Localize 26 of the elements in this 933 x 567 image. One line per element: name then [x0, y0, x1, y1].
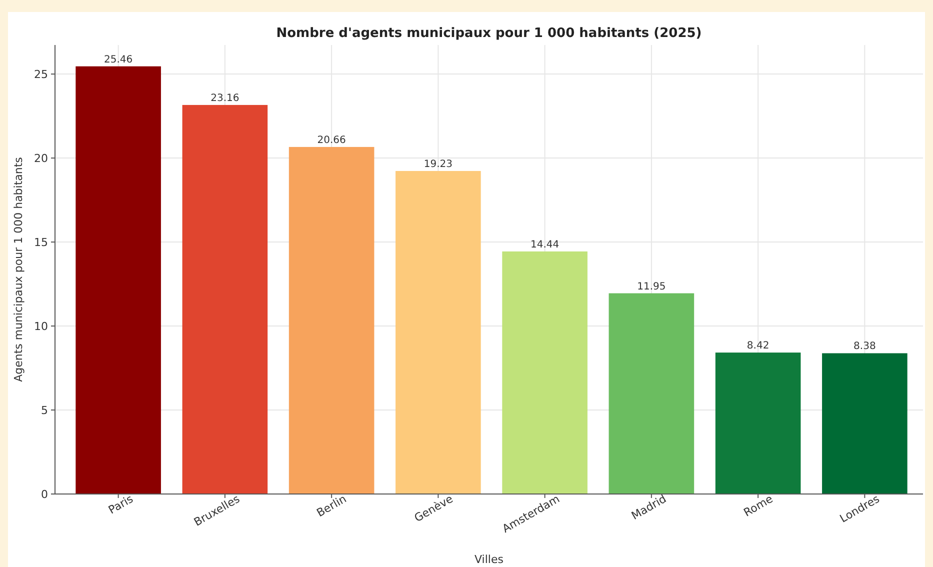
y-tick-label: 25 [34, 68, 48, 81]
bar [76, 66, 161, 494]
x-axis-title: Villes [474, 553, 504, 566]
data-label: 25.46 [104, 54, 133, 66]
data-label: 11.95 [637, 281, 666, 292]
bar [288, 146, 374, 494]
data-label: 8.38 [854, 341, 876, 352]
bar [502, 251, 588, 494]
bar [608, 293, 694, 494]
y-tick-label: 10 [34, 320, 48, 333]
data-label: 14.44 [530, 239, 560, 250]
y-tick-label: 5 [41, 404, 48, 417]
y-tick-label: 15 [34, 236, 48, 249]
data-label: 20.66 [317, 134, 346, 146]
bar [715, 352, 801, 494]
data-label: 23.16 [210, 92, 240, 104]
x-tick-label: Paris [106, 492, 136, 517]
data-label: 19.23 [424, 158, 453, 170]
y-tick-label: 20 [34, 152, 48, 165]
bar [396, 170, 481, 494]
data-label: 8.42 [746, 340, 770, 352]
bar [822, 353, 908, 494]
bar [182, 104, 268, 494]
y-tick-label: 0 [41, 488, 48, 501]
y-axis-title: Agents municipaux pour 1 000 habitants [12, 156, 25, 382]
chart-title: Nombre d'agents municipaux pour 1 000 habitants (2025) [276, 26, 702, 41]
